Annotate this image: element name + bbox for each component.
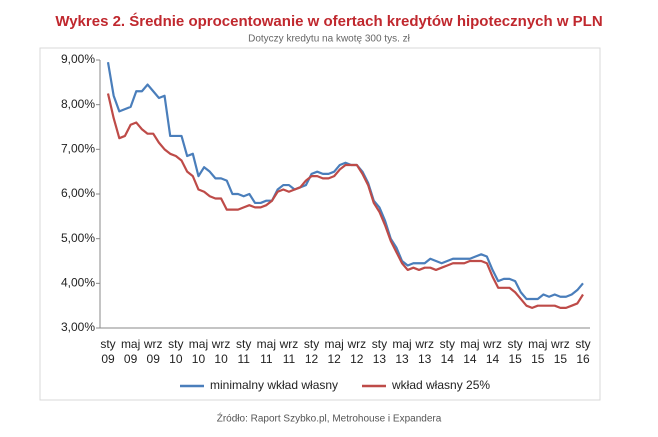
x-tick-label: maj 15 [528, 337, 548, 366]
x-tick-label: wrz 15 [551, 337, 570, 366]
x-tick-label: sty 12 [303, 337, 320, 366]
y-tick-label: 9,00% [61, 52, 95, 66]
x-tick-label: maj 09 [120, 337, 141, 366]
x-tick-label: sty 10 [168, 337, 184, 366]
legend-label: wkład własny 25% [391, 378, 490, 392]
legend-label: minimalny wkład własny [210, 378, 338, 392]
y-tick-label: 3,00% [61, 320, 95, 334]
x-tick-label: sty 09 [100, 337, 116, 366]
x-tick-label: wrz 09 [143, 337, 163, 366]
x-tick-label: wrz 12 [347, 337, 367, 366]
x-tick-label: sty 13 [371, 337, 388, 366]
x-tick-label: maj 13 [392, 337, 412, 366]
x-tick-label: wrz 10 [211, 337, 231, 366]
y-tick-label: 7,00% [61, 142, 95, 156]
source: Źródło: Raport Szybko.pl, Metrohouse i E… [217, 412, 442, 425]
x-tick-label: maj 11 [256, 337, 276, 366]
x-tick-label: maj 14 [460, 337, 480, 366]
chart-subtitle: Dotyczy kredytu na kwotę 300 tys. zł [248, 34, 411, 45]
y-tick-label: 5,00% [61, 231, 95, 245]
chart-title: Wykres 2. Średnie oprocentowanie w ofert… [55, 12, 602, 30]
y-tick-label: 8,00% [61, 97, 95, 111]
series-line [106, 93, 584, 309]
x-tick-label: wrz 11 [279, 337, 299, 366]
x-tick-label: wrz 13 [415, 337, 434, 366]
y-tick-label: 4,00% [61, 276, 95, 290]
x-tick-label: sty 15 [507, 337, 523, 366]
x-tick-label: maj 12 [324, 337, 344, 366]
x-tick-label: sty 16 [575, 337, 591, 366]
x-tick-label: sty 14 [439, 337, 455, 366]
x-tick-label: maj 10 [188, 337, 209, 366]
chart-frame [39, 47, 601, 401]
y-tick-label: 6,00% [61, 186, 95, 200]
series-line [106, 62, 584, 301]
x-tick-label: sty 11 [236, 337, 252, 366]
x-tick-label: wrz 14 [483, 337, 502, 366]
